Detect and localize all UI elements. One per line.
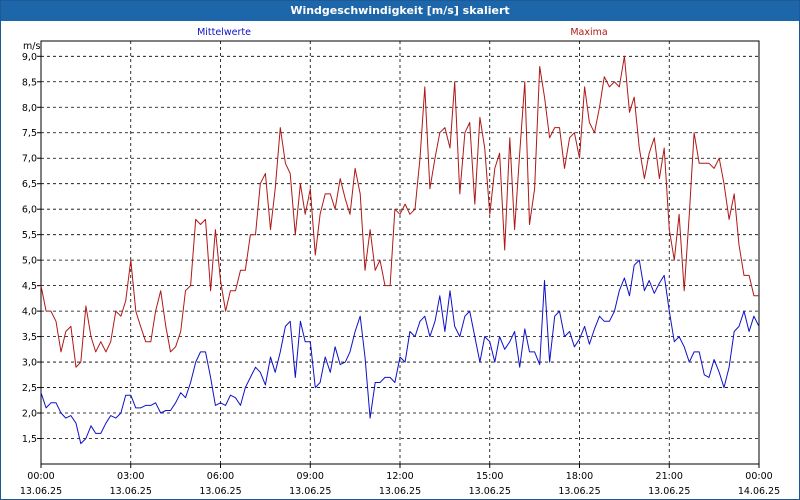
x-tick-date: 13.06.25 bbox=[469, 486, 511, 497]
y-axis-ticks: 1,5 2,0 2,5 3,0 3,5 4,0 4,5 5,0 5,5 6,0 6,5 7,0 7,5 8… bbox=[22, 52, 41, 445]
y-tick-label: 7,5 bbox=[22, 128, 37, 139]
series-line-maxima bbox=[40, 55, 759, 368]
y-tick-label: 3,5 bbox=[22, 332, 37, 343]
x-tick-time: 12:00 bbox=[386, 471, 413, 482]
y-tick-label: 1,5 bbox=[22, 434, 37, 445]
y-tick-label: 7,0 bbox=[22, 154, 37, 165]
y-tick-label: 9,0 bbox=[22, 52, 37, 63]
legend-maxima: Maxima bbox=[570, 27, 607, 38]
y-tick-label: 3,0 bbox=[22, 358, 37, 369]
x-tick-date: 13.06.25 bbox=[379, 486, 421, 497]
grid bbox=[41, 41, 759, 464]
x-tick-time: 18:00 bbox=[566, 471, 593, 482]
y-tick-label: 5,5 bbox=[22, 230, 37, 241]
x-tick-time: 15:00 bbox=[476, 471, 503, 482]
series-lines bbox=[40, 55, 760, 445]
series-line-mittelwerte bbox=[40, 259, 760, 445]
x-tick-date: 13.06.25 bbox=[199, 486, 241, 497]
x-tick-time: 03:00 bbox=[117, 471, 144, 482]
x-tick-date: 13.06.25 bbox=[20, 486, 62, 497]
y-tick-label: 8,5 bbox=[22, 77, 37, 88]
x-tick-date: 13.06.25 bbox=[558, 486, 600, 497]
y-tick-label: 6,0 bbox=[22, 205, 37, 216]
x-tick-time: 00:00 bbox=[745, 471, 772, 482]
x-tick-date: 13.06.25 bbox=[289, 486, 331, 497]
y-tick-label: 4,5 bbox=[22, 281, 37, 292]
legend-mittelwerte: Mittelwerte bbox=[197, 27, 251, 38]
x-tick-time: 09:00 bbox=[297, 471, 324, 482]
x-tick-date: 14.06.25 bbox=[738, 486, 780, 497]
x-tick-time: 00:00 bbox=[27, 471, 54, 482]
x-tick-date: 13.06.25 bbox=[110, 486, 152, 497]
y-tick-label: 5,0 bbox=[22, 256, 37, 267]
y-tick-label: 6,5 bbox=[22, 179, 37, 190]
x-tick-time: 06:00 bbox=[207, 471, 234, 482]
y-axis-label: m/s bbox=[23, 41, 40, 52]
y-tick-label: 2,0 bbox=[22, 409, 37, 420]
y-tick-label: 2,5 bbox=[22, 383, 37, 394]
x-tick-time: 21:00 bbox=[656, 471, 683, 482]
x-tick-date: 13.06.25 bbox=[648, 486, 690, 497]
y-tick-label: 8,0 bbox=[22, 103, 37, 114]
y-tick-label: 4,0 bbox=[22, 307, 37, 318]
window-title: Windgeschwindigkeit [m/s] skaliert bbox=[1, 1, 799, 21]
x-axis-ticks: 00:00 13.06.25 03:00 13.06.25 06:00 13.06.25 0… bbox=[20, 464, 780, 497]
